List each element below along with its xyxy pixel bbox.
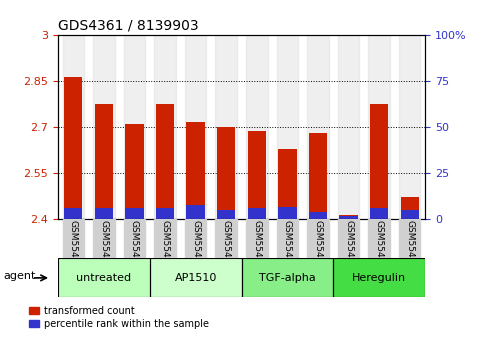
Text: TGF-alpha: TGF-alpha xyxy=(259,273,316,283)
Bar xyxy=(63,219,84,258)
Text: GSM554590: GSM554590 xyxy=(405,220,414,275)
Text: GSM554579: GSM554579 xyxy=(69,220,78,275)
Bar xyxy=(340,216,358,219)
Bar xyxy=(242,258,333,297)
Text: agent: agent xyxy=(3,271,35,281)
Bar xyxy=(399,35,421,219)
Bar xyxy=(242,258,333,297)
Text: GSM554586: GSM554586 xyxy=(283,220,292,275)
Bar xyxy=(370,104,388,209)
Bar xyxy=(124,35,145,219)
Bar xyxy=(400,197,419,210)
Text: GSM554581: GSM554581 xyxy=(130,220,139,275)
Bar xyxy=(248,131,266,209)
Bar xyxy=(246,219,268,258)
Bar xyxy=(64,78,83,209)
Bar xyxy=(217,127,235,210)
Legend: transformed count, percentile rank within the sample: transformed count, percentile rank withi… xyxy=(29,306,209,329)
Bar xyxy=(215,35,237,219)
Text: GSM554583: GSM554583 xyxy=(191,220,200,275)
Bar xyxy=(307,219,328,258)
Bar xyxy=(93,219,114,258)
Text: GSM554587: GSM554587 xyxy=(313,220,323,275)
Text: GSM554582: GSM554582 xyxy=(160,220,170,275)
Bar xyxy=(278,149,297,207)
Text: GSM554589: GSM554589 xyxy=(375,220,384,275)
Bar xyxy=(340,215,358,216)
Bar xyxy=(309,133,327,212)
Bar xyxy=(58,258,150,297)
Text: GSM554585: GSM554585 xyxy=(252,220,261,275)
Bar xyxy=(185,35,206,219)
Bar xyxy=(277,35,298,219)
Bar xyxy=(156,209,174,219)
Bar xyxy=(95,104,113,209)
Bar xyxy=(186,205,205,219)
Bar xyxy=(217,210,235,219)
Bar xyxy=(150,258,242,297)
Bar xyxy=(333,258,425,297)
Text: AP1510: AP1510 xyxy=(174,273,217,283)
Text: GDS4361 / 8139903: GDS4361 / 8139903 xyxy=(58,19,199,33)
Bar xyxy=(246,35,268,219)
Bar xyxy=(277,219,298,258)
Text: GSM554588: GSM554588 xyxy=(344,220,353,275)
Bar xyxy=(369,35,390,219)
Bar xyxy=(63,35,84,219)
Text: GSM554584: GSM554584 xyxy=(222,220,231,275)
Bar xyxy=(125,209,143,219)
Bar xyxy=(64,209,83,219)
Bar xyxy=(338,35,359,219)
Bar xyxy=(400,210,419,219)
Bar xyxy=(248,209,266,219)
Text: Heregulin: Heregulin xyxy=(352,273,406,283)
Bar xyxy=(278,207,297,219)
Bar xyxy=(338,219,359,258)
Bar xyxy=(93,35,114,219)
Text: GSM554580: GSM554580 xyxy=(99,220,108,275)
Bar xyxy=(155,35,176,219)
Bar xyxy=(155,219,176,258)
Bar xyxy=(333,258,425,297)
Bar xyxy=(186,122,205,205)
Bar xyxy=(124,219,145,258)
Bar xyxy=(150,258,242,297)
Bar xyxy=(185,219,206,258)
Bar xyxy=(95,209,113,219)
Bar xyxy=(370,209,388,219)
Bar xyxy=(215,219,237,258)
Bar xyxy=(399,219,420,258)
Bar xyxy=(125,124,143,209)
Bar xyxy=(369,219,390,258)
Bar xyxy=(307,35,329,219)
Bar xyxy=(58,258,150,297)
Bar xyxy=(156,104,174,209)
Bar xyxy=(309,212,327,219)
Text: untreated: untreated xyxy=(76,273,131,283)
